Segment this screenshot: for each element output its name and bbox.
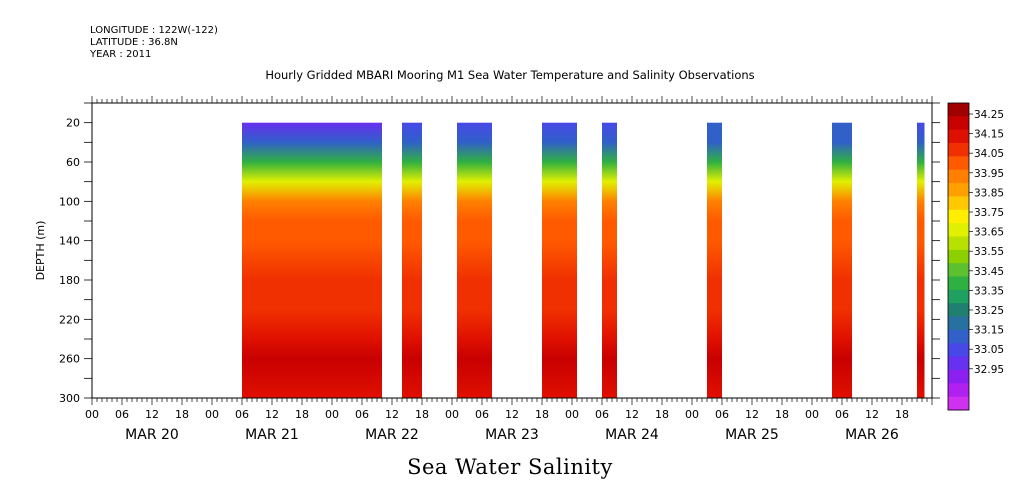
colorbar-label: 33.45 [974, 266, 1004, 278]
colorbar-swatch [948, 183, 969, 197]
colorbar-label: 33.55 [974, 246, 1004, 258]
y-tick-label: 260 [59, 353, 80, 366]
x-hour-tick-label: 18 [415, 408, 429, 421]
y-tick-label: 180 [59, 274, 80, 287]
year-label: YEAR : 2011 [90, 49, 152, 60]
colorbar-label: 33.95 [974, 168, 1004, 180]
x-hour-tick-label: 12 [865, 408, 879, 421]
colorbar: 34.25 34.15 34.05 33.95 33.85 33.75 33.65 33.55… [947, 102, 1004, 411]
variable-label: Sea Water Salinity [407, 455, 613, 479]
observation-segment [542, 122, 577, 398]
x-day-label: MAR 25 [725, 427, 779, 443]
observation-segments [242, 122, 925, 398]
colorbar-swatch [948, 329, 969, 344]
latitude-label: LATITUDE : 36.8N [90, 37, 178, 48]
colorbar-swatch [948, 169, 969, 184]
colorbar-swatch [948, 249, 969, 264]
x-hour-tick-label: 12 [385, 408, 399, 421]
y-tick-label: 300 [59, 392, 80, 405]
x-hour-tick-label: 06 [355, 408, 369, 421]
x-hour-tick-label: 00 [325, 408, 339, 421]
x-hour-tick-label: 06 [715, 408, 729, 421]
y-tick-label: 140 [59, 235, 80, 248]
x-hour-tick-label: 18 [295, 408, 309, 421]
colorbar-swatch [948, 356, 969, 371]
x-day-label: MAR 23 [485, 427, 539, 443]
x-hour-tick-label: 00 [85, 408, 99, 421]
colorbar-swatch [948, 236, 969, 251]
x-hour-tick-label: 06 [595, 408, 609, 421]
x-day-label: MAR 20 [125, 427, 179, 443]
x-hour-tick-label: 06 [115, 408, 129, 421]
x-hour-tick-label: 18 [895, 408, 909, 421]
x-hour-tick-label: 12 [505, 408, 519, 421]
y-tick-label: 220 [59, 313, 80, 326]
x-day-label: MAR 24 [605, 427, 659, 443]
x-hour-tick-label: 00 [565, 408, 579, 421]
colorbar-swatch [948, 276, 969, 291]
colorbar-label: 33.25 [974, 305, 1004, 317]
x-hour-tick-label: 06 [835, 408, 849, 421]
colorbar-swatch [948, 343, 969, 358]
observation-segment [707, 122, 722, 398]
x-hour-tick-label: 18 [535, 408, 549, 421]
colorbar-label: 33.15 [974, 325, 1004, 337]
x-hour-tick-label: 00 [205, 408, 219, 421]
observation-segment [402, 122, 422, 398]
colorbar-swatch [948, 303, 969, 317]
chart-title: Hourly Gridded MBARI Mooring M1 Sea Wate… [265, 68, 755, 82]
x-hour-tick-label: 00 [685, 408, 699, 421]
observation-segment [602, 122, 617, 398]
colorbar-label: 34.15 [974, 129, 1004, 141]
x-hour-tick-label: 18 [175, 408, 189, 421]
x-day-label: MAR 22 [365, 427, 419, 443]
y-tick-label: 20 [66, 117, 80, 130]
colorbar-label: 33.75 [974, 207, 1004, 219]
x-hour-tick-label: 00 [805, 408, 819, 421]
x-hour-tick-label: 06 [235, 408, 249, 421]
observation-segment [917, 122, 925, 398]
x-hour-tick-label: 12 [625, 408, 639, 421]
x-day-label: MAR 21 [245, 427, 299, 443]
x-hour-tick-label: 18 [655, 408, 669, 421]
longitude-label: LONGITUDE : 122W(-122) [90, 25, 218, 36]
colorbar-label: 34.05 [974, 148, 1004, 160]
x-hour-tick-label: 06 [475, 408, 489, 421]
colorbar-swatch [948, 116, 969, 131]
y-axis-label: DEPTH (m) [34, 221, 47, 281]
x-hour-tick-label: 18 [775, 408, 789, 421]
colorbar-label: 33.05 [974, 344, 1004, 356]
colorbar-swatch [948, 383, 969, 398]
colorbar-swatch [948, 156, 969, 171]
colorbar-swatch [948, 196, 969, 211]
colorbar-swatch [948, 369, 969, 384]
colorbar-swatch [948, 129, 969, 144]
y-tick-label: 100 [59, 195, 80, 208]
colorbar-swatch [948, 223, 969, 237]
observation-segment [832, 122, 852, 398]
colorbar-swatch [948, 289, 969, 304]
colorbar-label: 34.25 [974, 109, 1004, 121]
x-hour-tick-label: 12 [745, 408, 759, 421]
plot-frame [91, 102, 933, 399]
colorbar-swatch [948, 143, 969, 157]
colorbar-swatch [948, 263, 969, 277]
colorbar-swatch [948, 396, 969, 411]
colorbar-swatch [948, 103, 969, 117]
colorbar-swatch [948, 316, 969, 331]
x-hour-tick-label: 00 [445, 408, 459, 421]
y-tick-label: 60 [66, 156, 80, 169]
observation-segment [457, 122, 492, 398]
colorbar-label: 32.95 [974, 364, 1004, 376]
axes: 00 06 12 18 00 06 12 18 00 06 12 18 00 06 12 18 00 06 12 18… [34, 96, 940, 443]
observation-segment [242, 122, 382, 398]
colorbar-label: 33.35 [974, 285, 1004, 297]
colorbar-label: 33.85 [974, 187, 1004, 199]
x-hour-tick-label: 12 [145, 408, 159, 421]
x-day-label: MAR 26 [845, 427, 899, 443]
x-hour-tick-label: 12 [265, 408, 279, 421]
colorbar-label: 33.65 [974, 227, 1004, 239]
colorbar-swatch [948, 209, 969, 224]
